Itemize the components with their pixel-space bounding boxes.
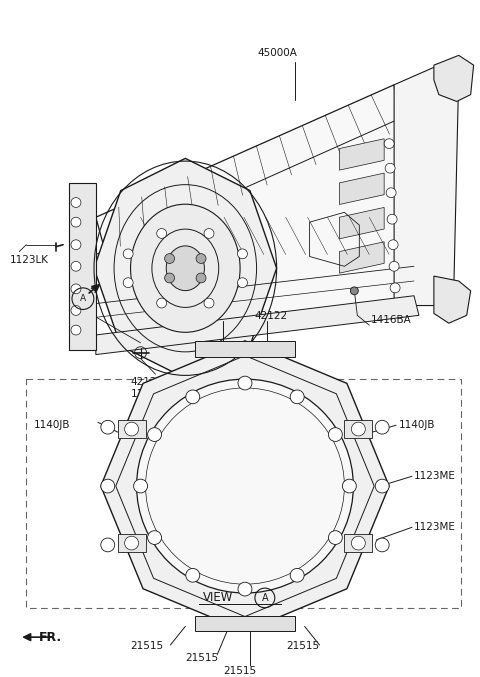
Circle shape (101, 479, 115, 493)
Circle shape (186, 569, 200, 582)
Circle shape (328, 428, 342, 441)
Circle shape (71, 261, 81, 271)
Polygon shape (345, 420, 372, 438)
Polygon shape (69, 183, 96, 350)
Circle shape (387, 215, 397, 224)
Circle shape (71, 198, 81, 207)
Text: 1123ME: 1123ME (414, 471, 456, 481)
Circle shape (388, 240, 398, 250)
Text: 1123ME: 1123ME (414, 522, 456, 532)
Text: FR.: FR. (39, 631, 62, 644)
Circle shape (71, 217, 81, 227)
Polygon shape (101, 341, 389, 631)
Ellipse shape (137, 379, 353, 593)
Circle shape (386, 188, 396, 198)
Circle shape (204, 229, 214, 238)
Polygon shape (434, 276, 471, 323)
Circle shape (71, 284, 81, 294)
Circle shape (71, 240, 81, 250)
Circle shape (156, 298, 167, 308)
Text: VIEW: VIEW (203, 592, 234, 605)
Circle shape (390, 283, 400, 292)
Circle shape (133, 479, 147, 493)
Text: 21515: 21515 (287, 641, 320, 651)
Text: 1140JB: 1140JB (34, 420, 71, 431)
Circle shape (375, 538, 389, 552)
Polygon shape (94, 158, 276, 378)
Text: 21515: 21515 (223, 665, 256, 676)
Circle shape (342, 479, 356, 493)
Circle shape (101, 538, 115, 552)
Circle shape (238, 376, 252, 390)
Polygon shape (195, 341, 295, 357)
Circle shape (101, 420, 115, 434)
Text: 42122: 42122 (164, 311, 197, 322)
Circle shape (71, 305, 81, 315)
Circle shape (156, 229, 167, 238)
Circle shape (165, 254, 175, 263)
Circle shape (238, 278, 247, 288)
Text: 1416BA: 1416BA (371, 315, 412, 325)
Circle shape (125, 422, 139, 436)
Circle shape (385, 163, 395, 173)
Polygon shape (339, 242, 384, 273)
Circle shape (238, 249, 247, 259)
Polygon shape (96, 296, 419, 355)
Polygon shape (118, 420, 145, 438)
Circle shape (148, 531, 162, 544)
Text: A: A (262, 593, 268, 603)
Circle shape (196, 254, 206, 263)
Circle shape (238, 582, 252, 596)
Text: 1140JB: 1140JB (399, 420, 435, 431)
Circle shape (196, 273, 206, 283)
Circle shape (351, 536, 365, 550)
Polygon shape (339, 139, 384, 170)
Text: A: A (80, 294, 86, 303)
Circle shape (290, 569, 304, 582)
Circle shape (328, 531, 342, 544)
Circle shape (148, 428, 162, 441)
Polygon shape (345, 534, 372, 552)
Polygon shape (394, 65, 459, 305)
Text: 1140AA: 1140AA (131, 389, 171, 399)
Polygon shape (195, 615, 295, 631)
Text: 1123LK: 1123LK (9, 255, 48, 265)
Circle shape (123, 278, 133, 288)
Text: 21515: 21515 (185, 653, 218, 663)
Circle shape (204, 298, 214, 308)
Text: 45000A: 45000A (258, 49, 298, 58)
Circle shape (351, 422, 365, 436)
Polygon shape (434, 56, 474, 102)
Circle shape (123, 249, 133, 259)
Polygon shape (118, 534, 145, 552)
Circle shape (375, 420, 389, 434)
Polygon shape (96, 85, 414, 345)
Circle shape (384, 139, 394, 148)
Circle shape (125, 536, 139, 550)
Polygon shape (339, 207, 384, 239)
Text: 42122: 42122 (255, 311, 288, 322)
Ellipse shape (166, 246, 204, 290)
Circle shape (186, 390, 200, 403)
Polygon shape (339, 173, 384, 204)
Text: 21515: 21515 (131, 641, 164, 651)
Circle shape (350, 287, 358, 294)
Circle shape (165, 273, 175, 283)
Circle shape (389, 261, 399, 271)
Circle shape (71, 325, 81, 335)
Circle shape (290, 390, 304, 403)
Circle shape (375, 479, 389, 493)
Ellipse shape (131, 204, 240, 332)
Text: 42121B: 42121B (131, 377, 171, 387)
